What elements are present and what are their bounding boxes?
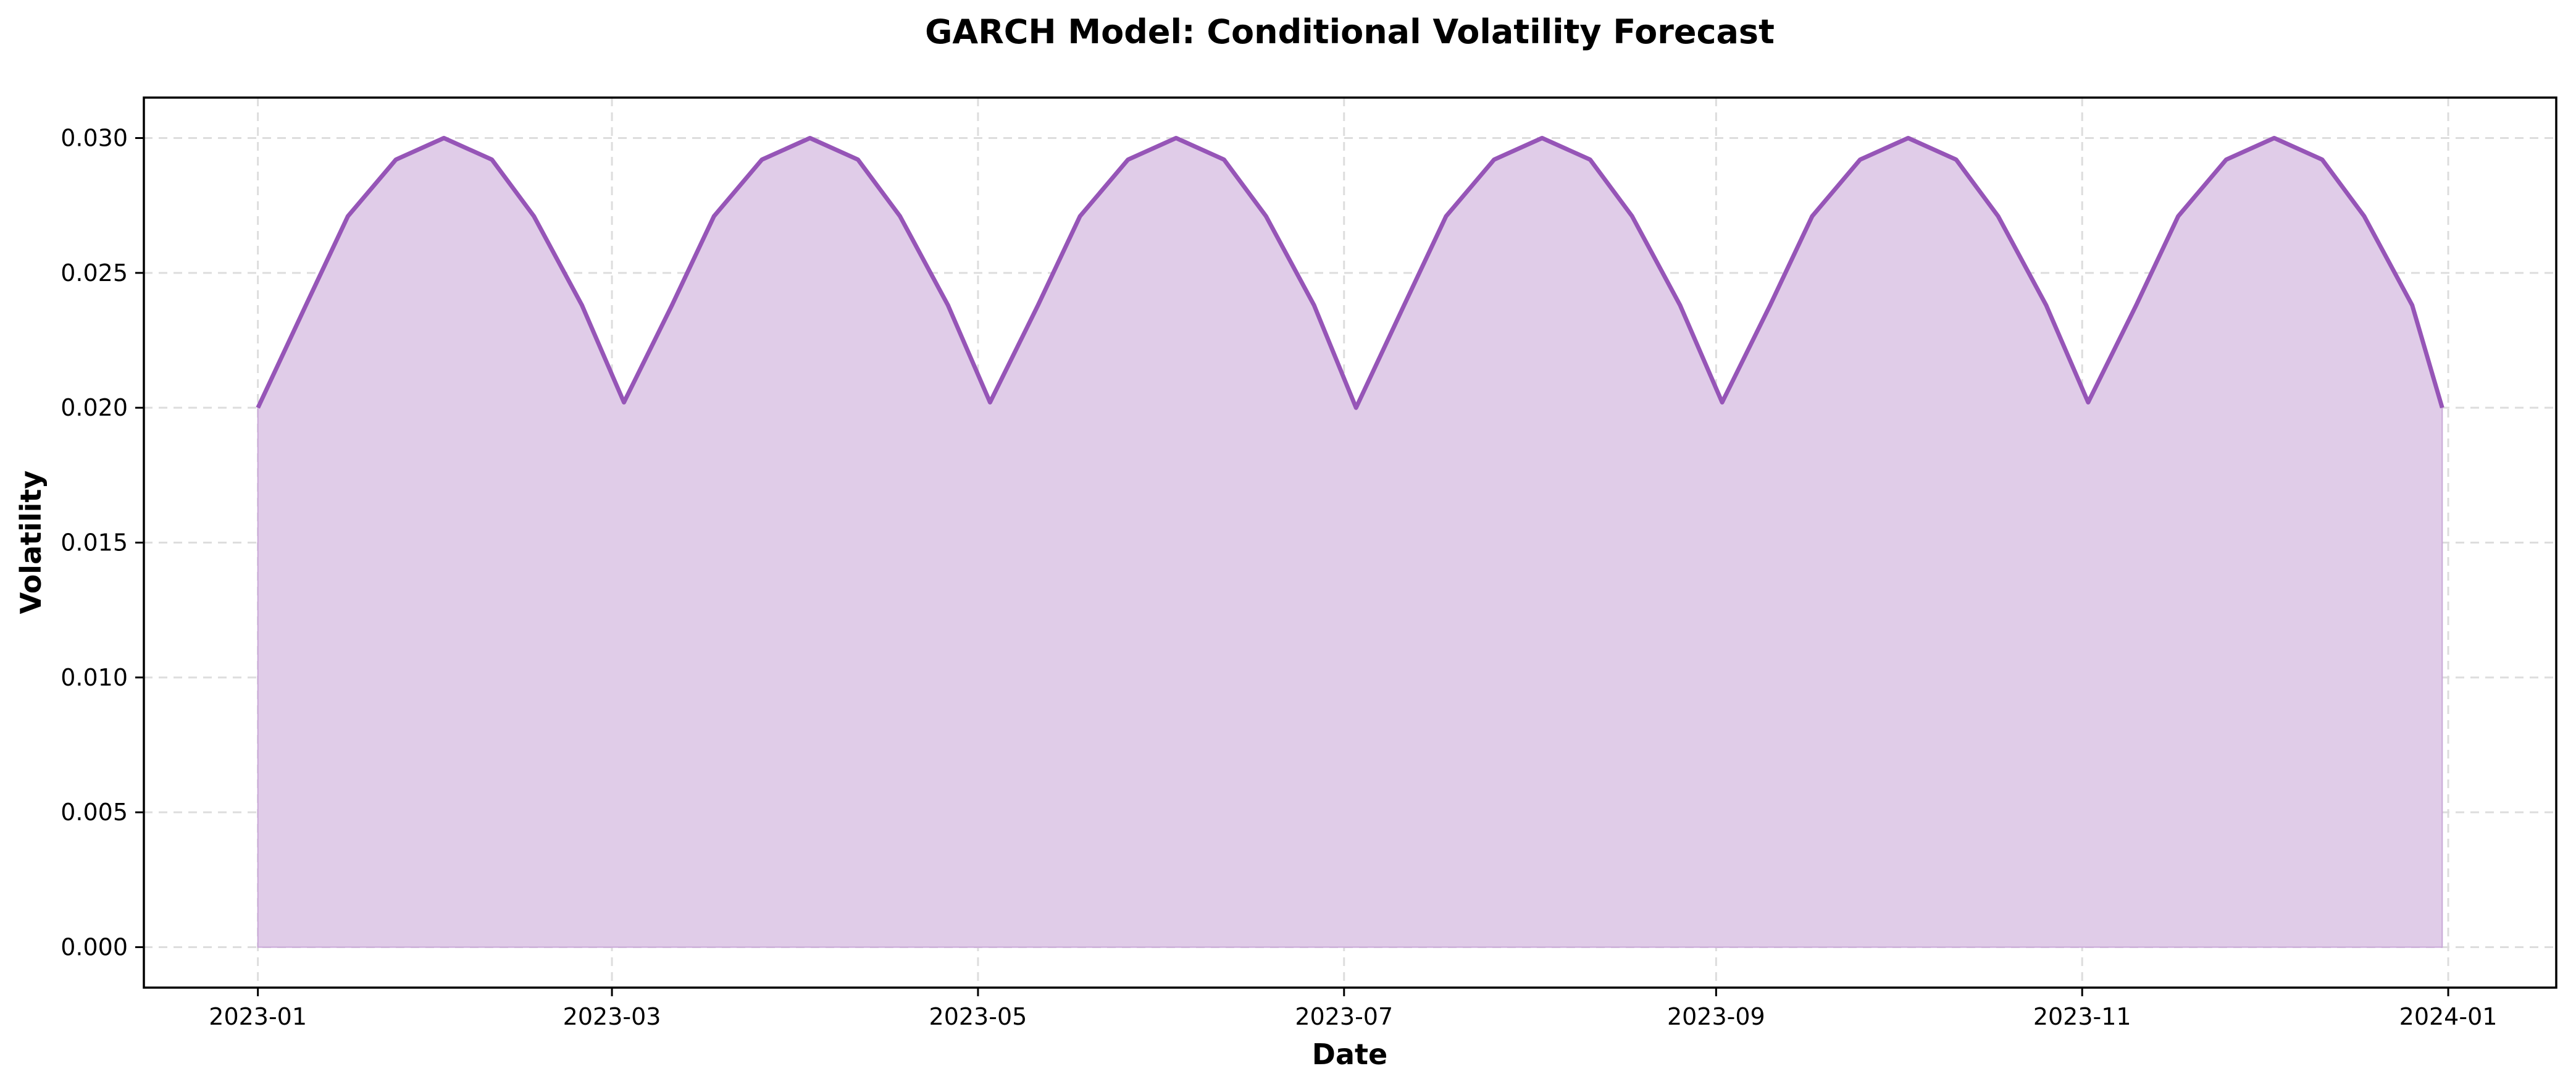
plot-frame: [143, 96, 2557, 989]
x-axis-title: Date: [1312, 1038, 1387, 1071]
x-tick-label: 2023-11: [2033, 1003, 2131, 1030]
y-tick-label: 0.000: [61, 934, 128, 961]
x-tick-label: 2023-03: [563, 1003, 661, 1030]
axis-layer: 0.000 0.005 0.010 0.015 0.020 0.025 0.030 2023-…: [61, 125, 2497, 1031]
y-tick-label: 0.015: [61, 529, 128, 556]
x-tick-label: 2023-09: [1667, 1003, 1765, 1030]
y-tick-label: 0.005: [61, 799, 128, 826]
x-tick-label: 2023-07: [1295, 1003, 1393, 1030]
y-tick-label: 0.025: [61, 259, 128, 287]
y-tick-label: 0.010: [61, 664, 128, 691]
x-tick-label: 2023-01: [209, 1003, 307, 1030]
chart-title: GARCH Model: Conditional Volatility Fore…: [925, 12, 1775, 51]
y-tick-label: 0.030: [61, 125, 128, 152]
volatility-line: [256, 136, 2444, 410]
y-tick-label: 0.020: [61, 394, 128, 421]
y-axis-title: Volatility: [14, 471, 48, 615]
volatility-area-fill: [257, 137, 2443, 948]
area-layer: [256, 136, 2444, 948]
x-tick-label: 2023-05: [929, 1003, 1027, 1030]
x-tick-label: 2024-01: [2399, 1003, 2498, 1030]
